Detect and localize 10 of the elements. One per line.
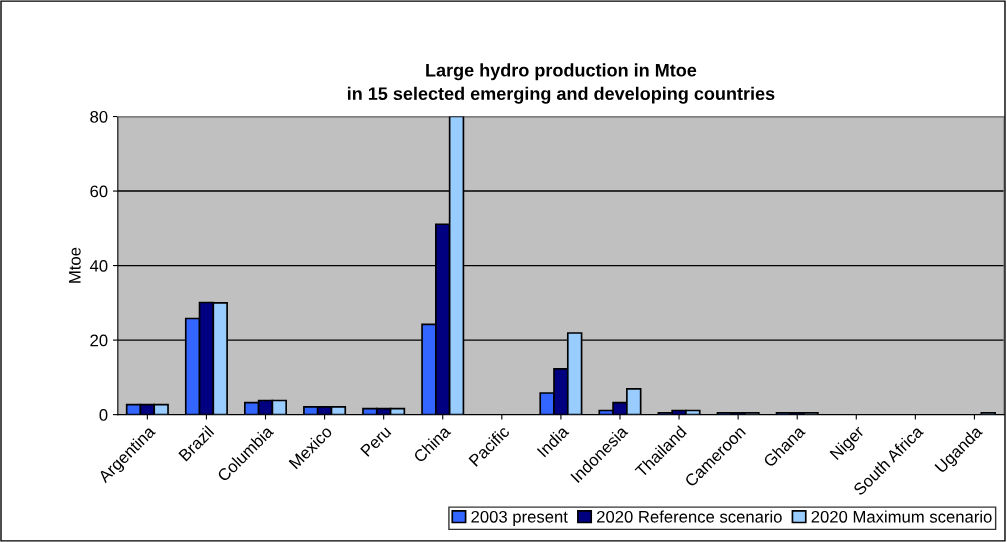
y-axis-title: Mtoe xyxy=(69,247,81,283)
y-tick-label: 40 xyxy=(89,259,108,272)
chart-title: Large hydro production in Mtoe in 15 selected emerging and developing countries xyxy=(347,63,775,104)
y-tick-label: 60 xyxy=(90,185,108,198)
legend-label: 2020 Maximum scenario xyxy=(811,510,992,523)
legend-label: 2020 Reference scenario xyxy=(597,510,782,523)
y-tick-label: 0 xyxy=(99,409,108,421)
y-tick-label: 80 xyxy=(90,110,108,123)
legend-label: 2003 present xyxy=(471,510,568,526)
y-tick-label: 20 xyxy=(90,334,108,347)
